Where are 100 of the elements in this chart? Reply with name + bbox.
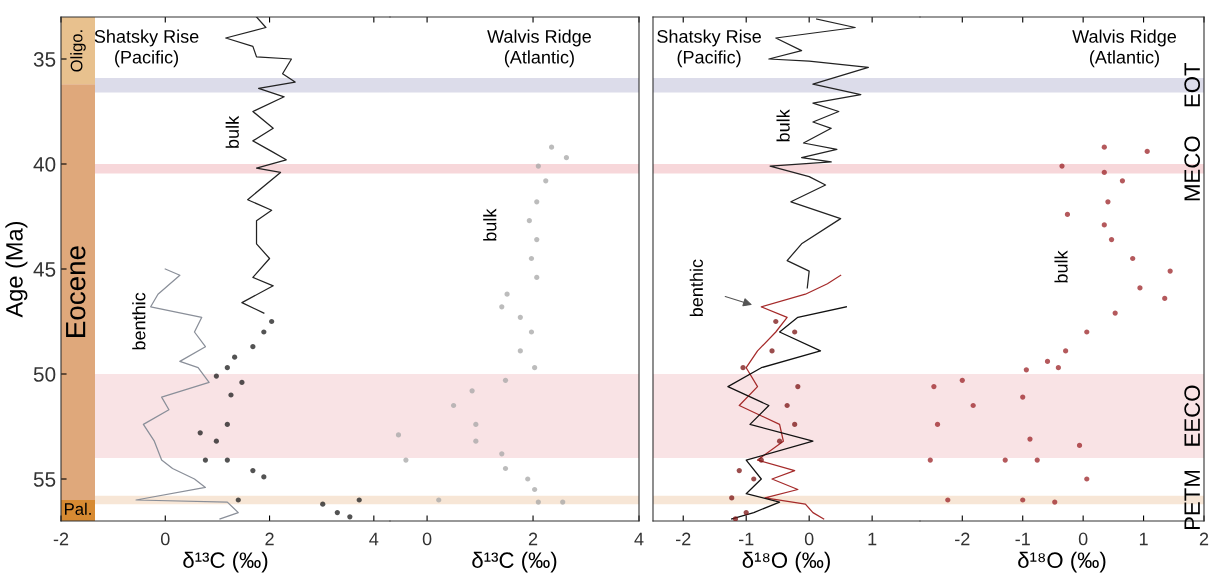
point [334,510,340,516]
y-tick-label: 45 [33,262,56,277]
point [213,438,219,444]
x-tick-label: 2 [1199,532,1209,546]
point [261,329,267,335]
x-tick-label: 2 [265,532,274,546]
point [1020,497,1026,503]
point [758,457,764,463]
point [403,457,409,463]
band-label: Pal. [65,502,91,515]
x-axis-title: δ¹⁸O (‰) [742,551,830,573]
point [1055,365,1061,371]
x-tick-label: -1 [1015,532,1030,546]
band-label: MECO [1184,136,1201,201]
annotation: bulk [483,208,497,241]
band-label: EECO [1184,385,1201,446]
annotation: benthic [132,292,146,350]
point [1108,237,1115,243]
point [563,155,570,161]
annotation: bulk [776,109,790,142]
band-label: Eocene [66,246,86,337]
point [1002,457,1008,463]
point [224,457,230,463]
point [1052,499,1058,505]
point [224,365,230,371]
point [1167,268,1173,274]
point [1084,476,1090,482]
point [250,468,256,474]
point [528,255,535,262]
point [1101,222,1107,228]
x-axis-title: δ¹³C (‰) [472,551,557,573]
annotation: bulk [1054,250,1068,283]
point [1027,436,1033,442]
annotation: Shatsky Rise (Pacific) [657,29,761,68]
x-tick-label: 0 [160,532,170,546]
point [395,432,402,438]
point [197,430,203,436]
point [517,314,523,320]
point [1162,295,1168,301]
point [239,379,245,385]
x-tick-label: -1 [738,532,754,546]
band-label: Oligo. [70,30,86,72]
point [534,199,540,205]
point [773,318,779,325]
point [356,497,362,503]
point [436,497,442,503]
point [1063,348,1069,354]
point [535,499,541,505]
point [740,365,746,371]
x-tick-label: 0 [804,532,814,546]
point [1101,169,1107,175]
point [535,163,541,169]
point [732,516,739,521]
point [1112,310,1118,316]
point [250,344,256,350]
point [1034,457,1040,463]
point [1023,367,1029,373]
y-tick-label: 55 [33,472,56,487]
point [269,318,275,325]
point [931,384,937,390]
x-axis-title: δ¹³C (‰) [183,551,268,573]
point [751,476,757,482]
point [232,354,238,360]
y-tick-label: 40 [33,157,56,172]
band-label: PETM [1184,470,1200,530]
point [560,499,566,505]
point [320,501,326,507]
x-tick-label: 1 [1139,532,1148,546]
x-axis-title: δ¹⁸O (‰) [1018,551,1106,573]
point [202,457,209,463]
point [1137,285,1143,291]
annotation: Shatsky Rise (Pacific) [94,29,199,68]
point [528,329,535,335]
band-label: EOT [1184,62,1201,107]
point [927,457,933,463]
point [736,468,742,474]
point [534,274,540,280]
point [502,465,509,472]
x-tick-label: -2 [53,532,69,546]
point [473,438,479,444]
point [1119,178,1126,184]
point [525,476,531,482]
point [769,348,775,354]
x-tick-label: 2 [528,532,538,546]
point [499,451,505,457]
point [1020,394,1026,400]
x-tick-label: 4 [634,532,644,546]
point [1144,148,1150,154]
point [534,237,540,243]
point [517,348,523,354]
point [224,421,230,427]
point [776,438,783,444]
point [792,329,798,335]
point [1101,144,1107,150]
point [504,291,510,297]
y-axis-title: Age (Ma) [5,221,28,318]
x-tick-label: 0 [422,532,432,546]
point [959,377,965,383]
point [499,304,505,310]
annotation: benthic [689,259,703,317]
